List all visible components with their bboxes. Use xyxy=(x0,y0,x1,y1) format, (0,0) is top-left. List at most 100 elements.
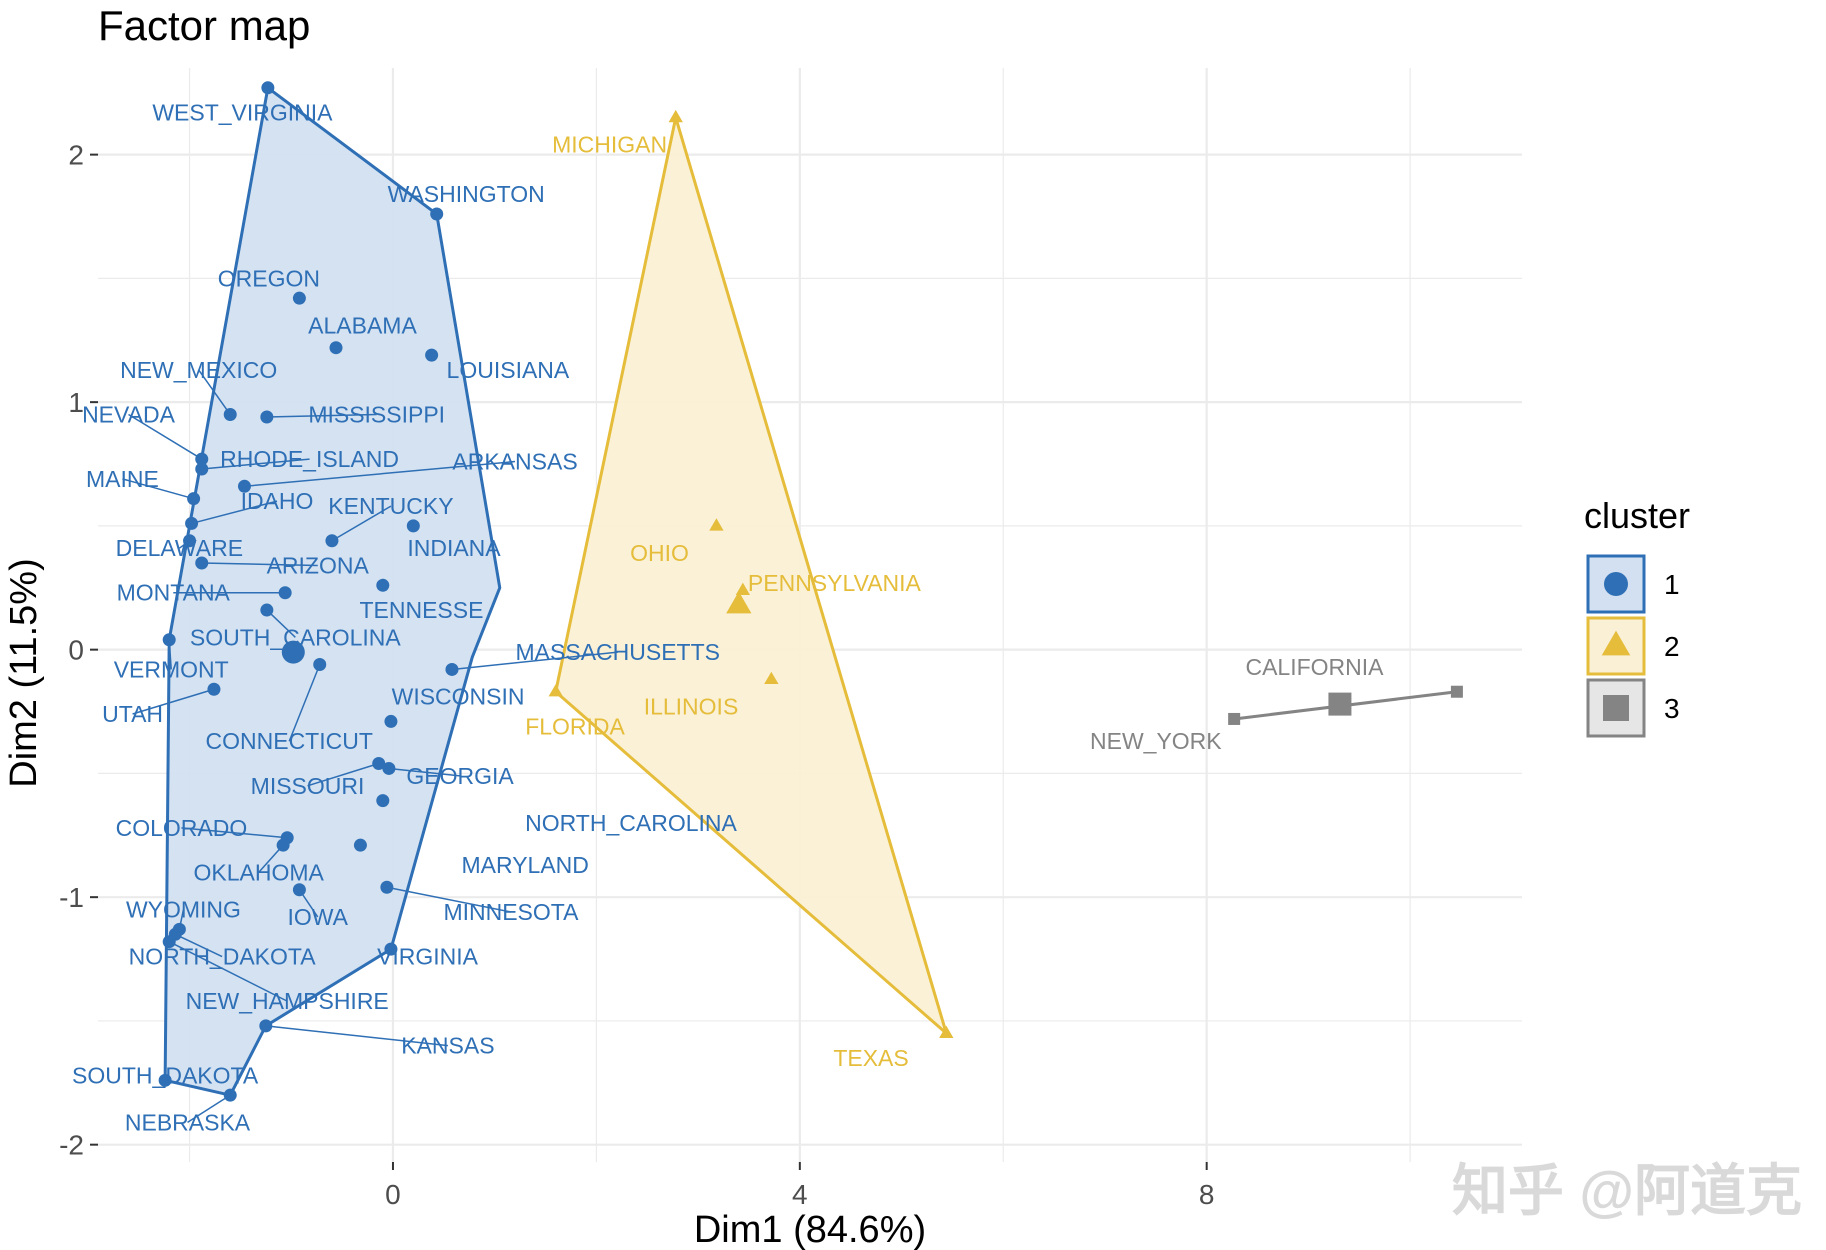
data-point xyxy=(259,1019,273,1033)
data-point xyxy=(162,633,176,647)
data-point xyxy=(223,1088,237,1102)
point-label: MICHIGAN xyxy=(552,132,667,158)
data-point xyxy=(380,880,394,894)
y-tick-label: 0 xyxy=(68,635,84,666)
data-point xyxy=(764,671,779,685)
y-tick-label: 2 xyxy=(68,140,84,171)
label-leader-line xyxy=(266,609,296,638)
label-leader-line xyxy=(288,664,321,742)
data-point xyxy=(376,794,390,808)
label-leader-line xyxy=(266,413,377,418)
cluster-2-hull xyxy=(554,116,948,1035)
label-leader-line xyxy=(198,369,231,415)
label-leader-line xyxy=(132,688,215,715)
label-leader-line xyxy=(187,1094,231,1124)
legend-title: cluster xyxy=(1584,495,1690,536)
data-point xyxy=(939,1025,954,1038)
point-label: KANSAS xyxy=(401,1033,494,1059)
legend-label-2: 2 xyxy=(1664,631,1680,662)
x-axis-title: Dim1 (84.6%) xyxy=(694,1209,926,1250)
point-label: NEW_HAMPSHIRE xyxy=(186,988,389,1014)
data-point xyxy=(384,714,398,728)
point-label: NEBRASKA xyxy=(125,1109,251,1135)
x-tick-label: 4 xyxy=(792,1179,808,1210)
data-point xyxy=(183,534,197,548)
label-leader-line xyxy=(244,460,516,488)
point-label: NEW_YORK xyxy=(1090,728,1222,754)
data-point xyxy=(276,838,290,852)
point-label: MONTANA xyxy=(117,580,231,606)
point-label: ARKANSAS xyxy=(452,449,577,475)
label-leader-line xyxy=(388,767,461,777)
point-label: WYOMING xyxy=(126,897,241,923)
data-point xyxy=(278,586,292,600)
legend-marker-1 xyxy=(1604,572,1628,596)
data-point xyxy=(548,684,563,697)
data-point xyxy=(261,81,275,95)
data-point xyxy=(430,207,444,221)
point-label: OREGON xyxy=(218,265,320,291)
data-point xyxy=(353,838,367,852)
label-leader-lines xyxy=(122,369,618,1124)
data-point xyxy=(207,682,221,696)
point-label: DELAWARE xyxy=(116,535,243,561)
y-axis-title: Dim2 (11.5%) xyxy=(3,558,45,787)
data-point xyxy=(313,658,327,672)
legend-key-1 xyxy=(1586,554,1646,614)
label-leader-line xyxy=(451,651,618,671)
data-point xyxy=(668,109,683,123)
data-point xyxy=(223,408,237,422)
data-point xyxy=(325,534,339,548)
point-label: MASSACHUSETTS xyxy=(516,639,720,665)
legend-label-3: 3 xyxy=(1664,693,1680,724)
point-label: MISSISSIPPI xyxy=(308,402,445,428)
point-label: CALIFORNIA xyxy=(1245,654,1384,680)
point-label: COLORADO xyxy=(116,815,248,841)
point-label: MAINE xyxy=(86,466,159,492)
label-leader-line xyxy=(265,1025,448,1047)
data-point xyxy=(185,516,199,530)
data-point xyxy=(384,942,398,956)
point-labels: WEST_VIRGINIA WASHINGTON OREGON ALABAMA LOUI… xyxy=(72,100,1384,1136)
label-leader-line xyxy=(331,505,392,542)
data-point xyxy=(162,935,176,949)
legend: cluster 1 2 3 xyxy=(1584,495,1690,738)
point-label: GEORGIA xyxy=(406,763,514,789)
point-label: TENNESSE xyxy=(359,597,483,623)
point-label: MARYLAND xyxy=(462,852,589,878)
label-leader-line xyxy=(307,762,379,787)
data-point xyxy=(1450,685,1463,698)
point-label: IDAHO xyxy=(241,488,314,514)
point-label: ARIZONA xyxy=(267,552,370,578)
data-points xyxy=(158,81,1463,1102)
data-point xyxy=(195,452,209,466)
data-point xyxy=(260,410,274,424)
data-point xyxy=(292,883,306,897)
data-point xyxy=(237,479,251,493)
y-tick-label: -1 xyxy=(59,882,84,913)
point-label: OHIO xyxy=(630,540,689,566)
data-point xyxy=(195,556,209,570)
data-point xyxy=(709,518,724,531)
label-leader-line xyxy=(191,500,278,525)
chart-title: Factor map xyxy=(98,2,310,49)
cluster-3-center xyxy=(1328,692,1352,716)
label-leader-line xyxy=(128,413,203,460)
axes: 0 4 8 -2 -1 0 1 2 xyxy=(59,140,1214,1210)
point-label: WASHINGTON xyxy=(388,181,545,207)
point-label: PENNSYLVANIA xyxy=(748,570,922,596)
data-point xyxy=(372,757,386,771)
point-label: INDIANA xyxy=(407,535,501,561)
cluster-hulls xyxy=(163,86,1458,1097)
point-label: NORTH_DAKOTA xyxy=(129,944,317,970)
point-label: WISCONSIN xyxy=(392,684,525,710)
data-point xyxy=(187,492,201,506)
point-label: VERMONT xyxy=(114,656,229,682)
point-label: NORTH_CAROLINA xyxy=(525,810,737,836)
data-point xyxy=(406,519,420,533)
label-leader-line xyxy=(201,458,310,470)
point-label: NEVADA xyxy=(82,402,176,428)
legend-marker-3 xyxy=(1603,695,1629,721)
data-point xyxy=(382,761,396,775)
